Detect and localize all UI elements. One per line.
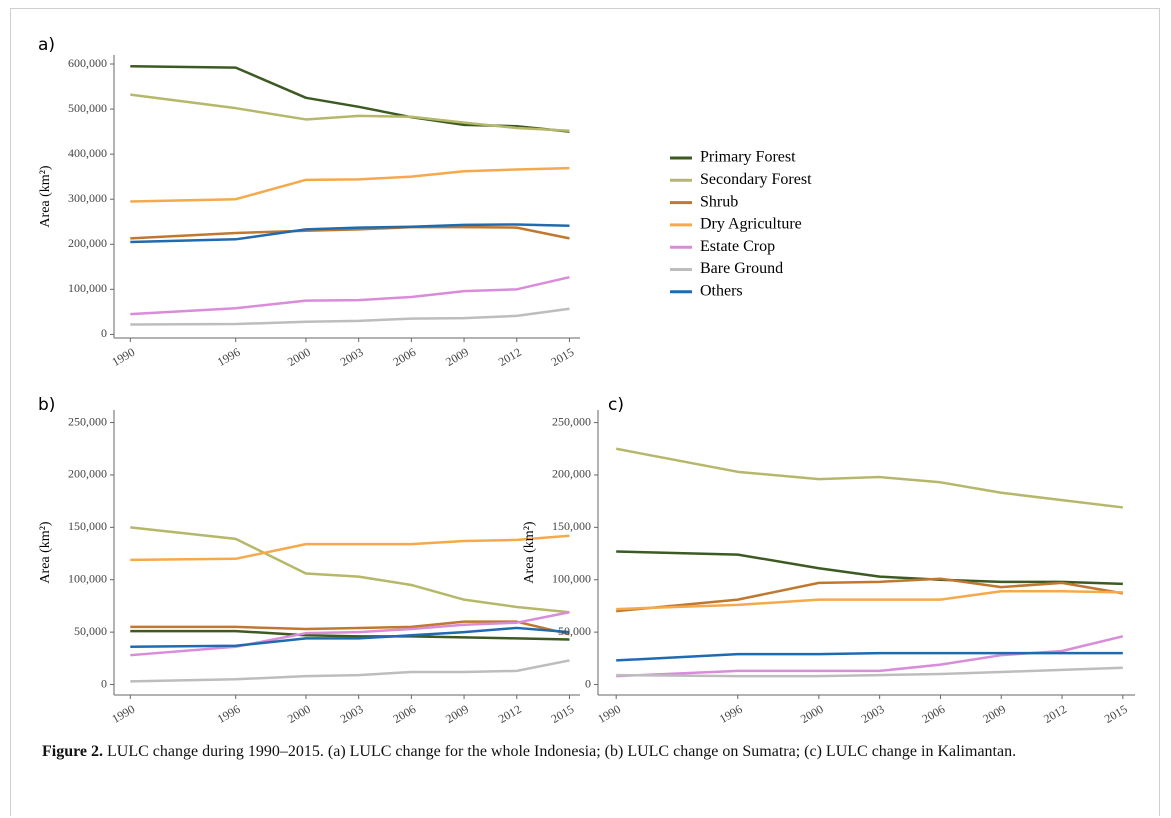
x-tick-label: 1990 xyxy=(109,702,137,726)
y-tick-label: 400,000 xyxy=(68,146,107,160)
series-line xyxy=(615,447,1123,509)
legend-label: Bare Ground xyxy=(700,260,783,277)
x-tick-label: 2006 xyxy=(390,345,418,369)
x-tick-label: 2009 xyxy=(443,345,471,369)
figure-frame xyxy=(10,8,1160,816)
series-line xyxy=(616,666,1123,678)
y-tick-label: 50,000 xyxy=(558,624,591,638)
series-line xyxy=(130,534,570,562)
y-tick-label: 0 xyxy=(101,326,107,340)
x-tick-label: 2003 xyxy=(338,345,366,369)
y-tick-label: 100,000 xyxy=(68,571,107,585)
series-line xyxy=(130,223,570,244)
y-tick-label: 250,000 xyxy=(552,414,591,428)
y-tick-label: 100,000 xyxy=(68,281,107,295)
y-axis-label: Area (km²) xyxy=(38,521,53,583)
y-tick-label: 50,000 xyxy=(74,624,107,638)
legend-label: Dry Agriculture xyxy=(700,216,802,233)
y-axis-label: Area (km²) xyxy=(522,521,537,583)
y-axis-label: Area (km²) xyxy=(38,165,53,227)
legend-label: Estate Crop xyxy=(700,238,775,255)
y-tick-label: 150,000 xyxy=(68,519,107,533)
x-tick-label: 2012 xyxy=(496,345,524,369)
panel-label: a) xyxy=(38,35,55,55)
y-tick-label: 250,000 xyxy=(68,414,107,428)
series-line xyxy=(130,659,570,683)
series-line xyxy=(616,590,1123,611)
x-tick-label: 1990 xyxy=(595,702,623,726)
y-tick-label: 200,000 xyxy=(68,236,107,250)
x-tick-label: 2006 xyxy=(920,702,948,726)
series-line xyxy=(130,166,570,203)
x-tick-label: 2009 xyxy=(443,702,471,726)
x-tick-label: 2009 xyxy=(980,702,1008,726)
caption-label: Figure 2. xyxy=(42,743,104,760)
x-tick-label: 1996 xyxy=(215,345,243,369)
figure: a) Area (km²) 0 100,000 200,000 300,000 400,00… xyxy=(38,35,1135,726)
x-tick-label: 2012 xyxy=(1041,702,1069,726)
x-tick-label: 2012 xyxy=(496,702,524,726)
legend-label: Primary Forest xyxy=(700,149,796,166)
legend-label: Others xyxy=(700,282,743,299)
y-tick-label: 150,000 xyxy=(552,519,591,533)
x-tick-label: 2000 xyxy=(285,702,313,726)
x-tick-label: 2003 xyxy=(859,702,887,726)
caption: Figure 2. LULC change during 1990–2015. … xyxy=(42,740,1142,763)
series-line xyxy=(130,93,570,132)
series-line xyxy=(616,550,1123,586)
series-line xyxy=(130,275,570,316)
series-line xyxy=(130,526,570,614)
x-tick-label: 2015 xyxy=(1102,702,1130,726)
x-tick-label: 2000 xyxy=(798,702,826,726)
y-tick-label: 0 xyxy=(101,676,107,690)
series-line xyxy=(616,651,1123,662)
y-tick-label: 300,000 xyxy=(68,191,107,205)
series-line xyxy=(616,635,1124,678)
x-tick-label: 1996 xyxy=(215,702,243,726)
panel-label: b) xyxy=(38,395,55,415)
x-tick-label: 2015 xyxy=(549,702,577,726)
panel-label: c) xyxy=(608,395,624,415)
caption-text: LULC change during 1990–2015. (a) LULC c… xyxy=(107,743,1017,760)
series-line xyxy=(130,626,570,649)
y-tick-label: 0 xyxy=(585,676,591,690)
y-tick-label: 100,000 xyxy=(552,571,591,585)
series-line xyxy=(130,65,570,133)
series-line xyxy=(130,620,570,636)
y-tick-label: 200,000 xyxy=(552,467,591,481)
y-tick-label: 600,000 xyxy=(68,56,107,70)
x-tick-label: 2000 xyxy=(285,345,313,369)
x-tick-label: 1990 xyxy=(109,345,137,369)
series-line xyxy=(616,577,1124,613)
y-tick-label: 200,000 xyxy=(68,467,107,481)
x-tick-label: 2006 xyxy=(390,702,418,726)
legend-label: Shrub xyxy=(700,193,738,210)
legend-label: Secondary Forest xyxy=(700,171,812,188)
x-tick-label: 2003 xyxy=(338,702,366,726)
x-tick-label: 2015 xyxy=(549,345,577,369)
series-line xyxy=(130,307,570,326)
y-tick-label: 500,000 xyxy=(68,101,107,115)
series-line xyxy=(130,610,570,657)
x-tick-label: 1996 xyxy=(717,702,745,726)
